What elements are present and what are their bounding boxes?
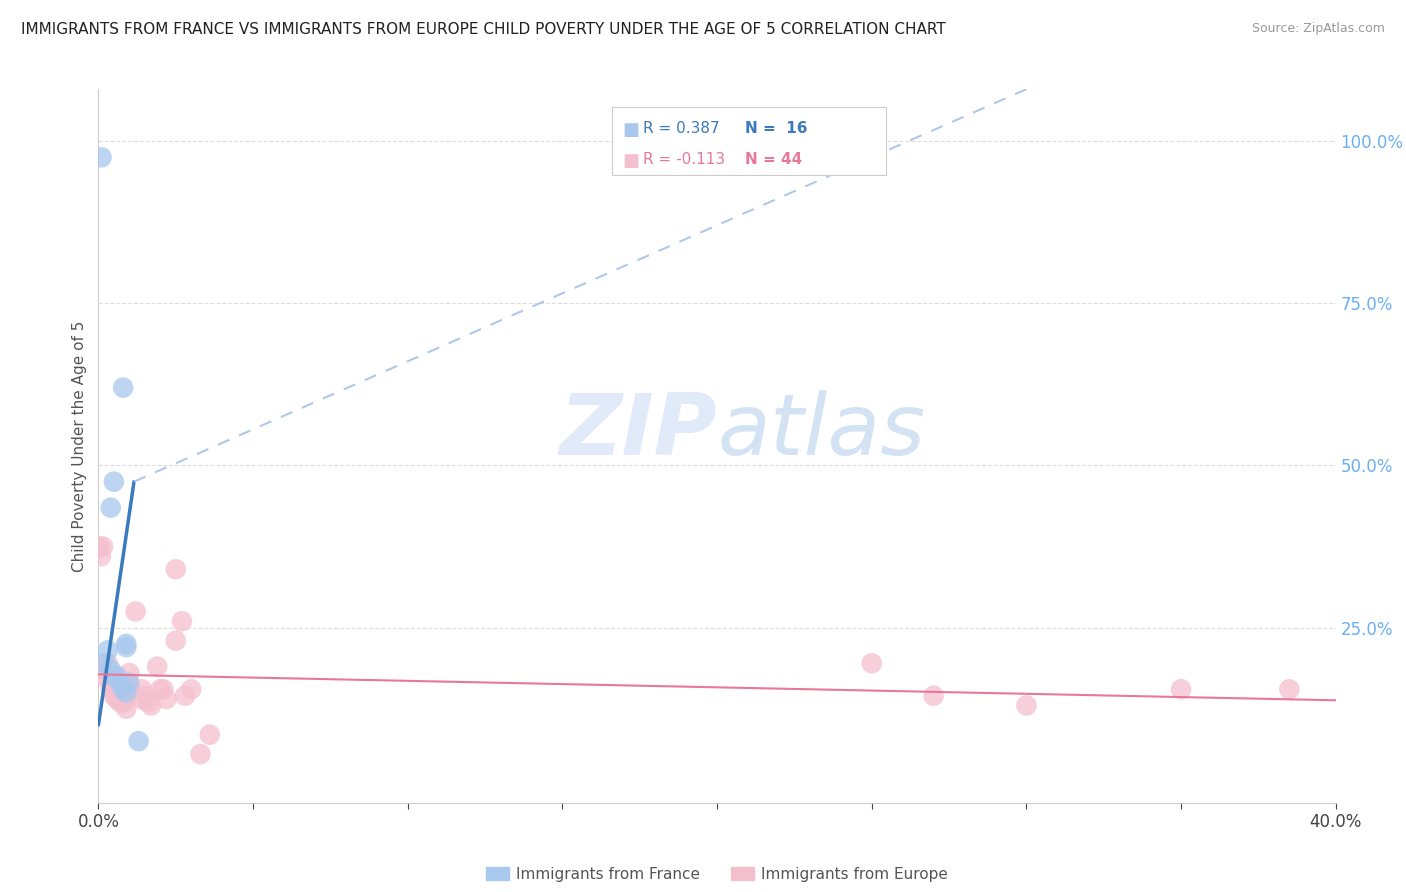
Point <box>112 682 135 697</box>
Point <box>112 689 135 703</box>
Text: ■: ■ <box>623 152 640 169</box>
Point <box>118 675 141 690</box>
Point <box>118 675 141 690</box>
Text: N =  16: N = 16 <box>745 121 807 136</box>
Point <box>112 695 135 709</box>
Point <box>115 640 138 654</box>
Point <box>128 734 150 748</box>
Text: atlas: atlas <box>717 390 925 474</box>
Point <box>170 614 193 628</box>
Point <box>105 682 128 697</box>
Point <box>93 657 115 671</box>
Point <box>1170 682 1192 697</box>
Point <box>134 689 156 703</box>
Point <box>90 150 112 164</box>
Point <box>90 549 112 564</box>
Point <box>100 500 122 515</box>
Point <box>165 633 187 648</box>
Point <box>180 682 202 697</box>
Text: N = 44: N = 44 <box>745 152 803 167</box>
Point <box>922 689 945 703</box>
Point <box>100 675 122 690</box>
Point <box>103 675 125 690</box>
Point <box>103 669 125 683</box>
Point <box>198 728 221 742</box>
Text: R = -0.113: R = -0.113 <box>643 152 724 167</box>
Point <box>108 685 131 699</box>
Text: R = 0.387: R = 0.387 <box>643 121 718 136</box>
Point <box>124 604 146 618</box>
Point <box>105 669 128 683</box>
Point <box>103 682 125 697</box>
Text: ZIP: ZIP <box>560 390 717 474</box>
Point <box>103 475 125 489</box>
Legend: Immigrants from France, Immigrants from Europe: Immigrants from France, Immigrants from … <box>479 861 955 888</box>
Point <box>139 698 162 713</box>
Point <box>115 702 138 716</box>
Point <box>131 692 153 706</box>
Point <box>93 663 115 677</box>
Point <box>146 659 169 673</box>
Text: ■: ■ <box>623 121 640 139</box>
Point <box>97 673 120 687</box>
Point <box>115 692 138 706</box>
Point <box>152 682 174 697</box>
Point <box>100 682 122 697</box>
Point <box>105 692 128 706</box>
Point <box>115 685 138 699</box>
Point <box>108 675 131 690</box>
Point <box>118 666 141 681</box>
Point <box>190 747 212 761</box>
Point <box>103 689 125 703</box>
Point <box>155 692 177 706</box>
Point <box>136 695 159 709</box>
Text: Source: ZipAtlas.com: Source: ZipAtlas.com <box>1251 22 1385 36</box>
Point <box>860 657 883 671</box>
Point <box>131 682 153 697</box>
Point <box>97 643 120 657</box>
Point <box>89 540 111 554</box>
Point <box>115 637 138 651</box>
Point <box>108 695 131 709</box>
Point <box>108 679 131 693</box>
Y-axis label: Child Poverty Under the Age of 5: Child Poverty Under the Age of 5 <box>72 320 87 572</box>
Point <box>165 562 187 576</box>
Point <box>91 540 114 554</box>
Point <box>174 689 197 703</box>
Point <box>1015 698 1038 713</box>
Point <box>149 682 172 697</box>
Point <box>97 657 120 671</box>
Point <box>112 381 135 395</box>
Text: IMMIGRANTS FROM FRANCE VS IMMIGRANTS FROM EUROPE CHILD POVERTY UNDER THE AGE OF : IMMIGRANTS FROM FRANCE VS IMMIGRANTS FRO… <box>21 22 946 37</box>
Point <box>1278 682 1301 697</box>
Point <box>100 663 122 677</box>
